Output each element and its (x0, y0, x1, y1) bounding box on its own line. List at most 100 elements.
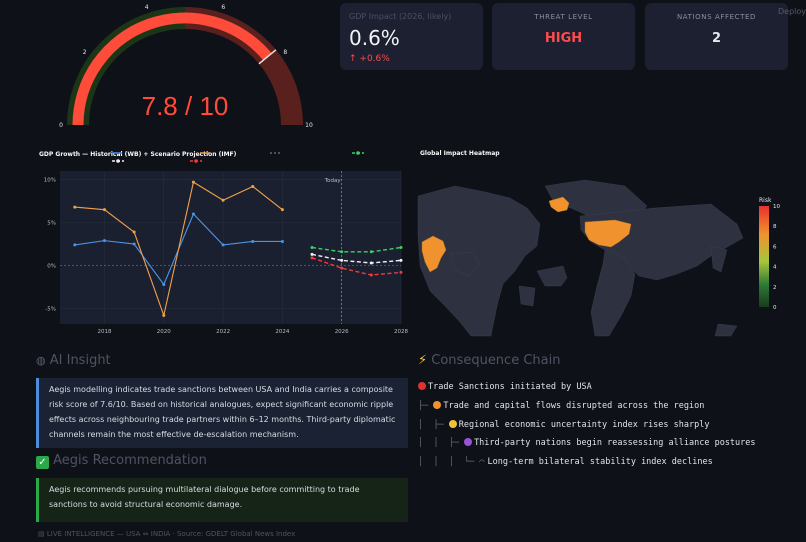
y-tick-label: 5% (47, 221, 56, 227)
colorbar-tick-label: 4 (773, 265, 777, 271)
data-point (340, 266, 344, 270)
data-point (73, 205, 77, 209)
data-point (369, 250, 373, 254)
x-tick-label: 2026 (335, 329, 349, 335)
ai-insight-heading: ◍ AI Insight (36, 353, 111, 368)
colorbar-tick-label: 10 (773, 204, 780, 210)
y-tick-label: 0% (47, 264, 56, 270)
line-chart-title: GDP Growth — Historical (WB) + Scenario … (39, 151, 237, 158)
x-tick-label: 2020 (157, 329, 171, 335)
ai-insight-box: Aegis modelling indicates trade sanction… (36, 378, 408, 448)
colorbar-tick-label: 6 (773, 244, 777, 250)
series-line (311, 257, 402, 276)
status-dot-icon (448, 420, 457, 428)
gdp-impact-value: 0.6% (349, 26, 400, 50)
nations-affected-card: NATIONS AFFECTED 2 (645, 3, 788, 70)
trend-down-icon: ⌒ (479, 457, 485, 467)
threat-level-value: HIGH (544, 31, 583, 46)
recommendation-box: Aegis recommends pursuing multilateral d… (36, 478, 408, 522)
consequence-chain-title: Consequence Chain (431, 353, 561, 368)
gdp-impact-delta: ↑ +0.6% (349, 54, 390, 64)
global-impact-heatmap: Global Impact Heatmap Risk 10 8 6 4 2 0 (417, 150, 780, 337)
chart-legend (112, 151, 364, 163)
gauge-threshold-marker (258, 49, 277, 65)
risk-colorbar: Risk 10 8 6 4 2 0 (759, 197, 780, 311)
data-point (310, 256, 314, 260)
lightning-icon: ⚡ (418, 353, 428, 368)
world-landmass (417, 179, 744, 337)
gauge-value-bar (72, 12, 272, 126)
threat-level-card: THREAT LEVEL HIGH (492, 3, 635, 70)
threat-level-label: THREAT LEVEL (534, 13, 593, 21)
data-point (73, 243, 77, 247)
gauge-tick-label: 8 (283, 49, 287, 56)
recommendation-title: Aegis Recommendation (53, 453, 207, 468)
data-point (251, 184, 255, 188)
gdp-impact-label: GDP Impact (2026, likely) (349, 12, 452, 21)
country-usa (584, 219, 632, 248)
status-dot-icon (464, 438, 473, 446)
data-point (102, 239, 106, 243)
series-line (311, 246, 402, 253)
chain-item: │ ├─ Regional economic uncertainty index… (418, 420, 710, 430)
status-dot-icon (433, 401, 442, 409)
data-point (221, 198, 225, 202)
data-point (399, 258, 403, 262)
colorbar-tick-label: 2 (773, 285, 777, 291)
gauge-tick-label: 10 (305, 122, 313, 129)
plot-area (60, 171, 401, 324)
gauge-tick-label: 6 (221, 4, 225, 11)
gauge-tick-label: 4 (145, 4, 149, 11)
x-tick-label: 2024 (275, 329, 289, 335)
data-point (132, 230, 136, 234)
heatmap-title: Global Impact Heatmap (420, 150, 500, 157)
nations-affected-label: NATIONS AFFECTED (676, 13, 757, 21)
data-point (162, 313, 166, 317)
data-point (399, 270, 403, 274)
live-intel-footer: ▤ LIVE INTELLIGENCE — USA ⇔ INDIA · Sour… (38, 530, 295, 538)
data-point (369, 261, 373, 265)
chain-item: │ │ │ └─ ⌒ Long-term bilateral stability … (418, 457, 713, 467)
data-point (251, 239, 255, 243)
series-line (311, 253, 402, 264)
chain-item: Trade Sanctions initiated by USA (418, 382, 592, 392)
recommendation-text: Aegis recommends pursuing multilateral d… (49, 485, 360, 509)
data-point (280, 208, 284, 212)
chain-item: ├─ Trade and capital flows disrupted acr… (418, 401, 705, 411)
risk-gauge: 0 2 4 6 8 10 7.8 / 10 (59, 4, 313, 129)
ai-insight-title: AI Insight (49, 353, 111, 368)
gauge-tick-label: 2 (83, 49, 87, 56)
country-india (421, 235, 447, 273)
gdp-impact-card: GDP Impact (2026, likely) 0.6% ↑ +0.6% (340, 3, 483, 70)
x-tick-label: 2018 (97, 329, 111, 335)
gauge-value-text: 7.8 / 10 (142, 91, 229, 121)
y-tick-label: -5% (45, 307, 56, 313)
nations-affected-value: 2 (711, 31, 722, 46)
data-point (221, 243, 225, 247)
data-point (310, 246, 314, 249)
status-dot-icon (418, 382, 426, 390)
news-icon: ▤ (38, 530, 45, 538)
data-point (102, 208, 106, 212)
colorbar-label: Risk (759, 197, 772, 204)
data-point (132, 242, 136, 246)
data-point (340, 258, 344, 262)
x-tick-label: 2028 (394, 329, 408, 335)
data-point (340, 250, 344, 254)
data-point (191, 212, 195, 216)
country-usa-alaska (548, 196, 570, 213)
data-point (399, 246, 403, 249)
data-point (310, 252, 314, 256)
data-point (369, 273, 373, 277)
y-tick-label: 10% (44, 178, 56, 184)
consequence-chain-heading: ⚡ Consequence Chain (418, 353, 560, 368)
today-annotation: Today (324, 178, 342, 184)
ai-insight-text: Aegis modelling indicates trade sanction… (49, 385, 396, 439)
deploy-button[interactable]: Deploy (778, 7, 806, 16)
gauge-tick-label: 0 (59, 122, 63, 129)
x-tick-label: 2022 (216, 329, 230, 335)
brain-icon: ◍ (36, 354, 46, 367)
chain-item: │ │ ├─ Third-party nations begin reasses… (418, 438, 756, 448)
data-point (191, 180, 195, 184)
colorbar-tick-label: 8 (773, 224, 777, 230)
